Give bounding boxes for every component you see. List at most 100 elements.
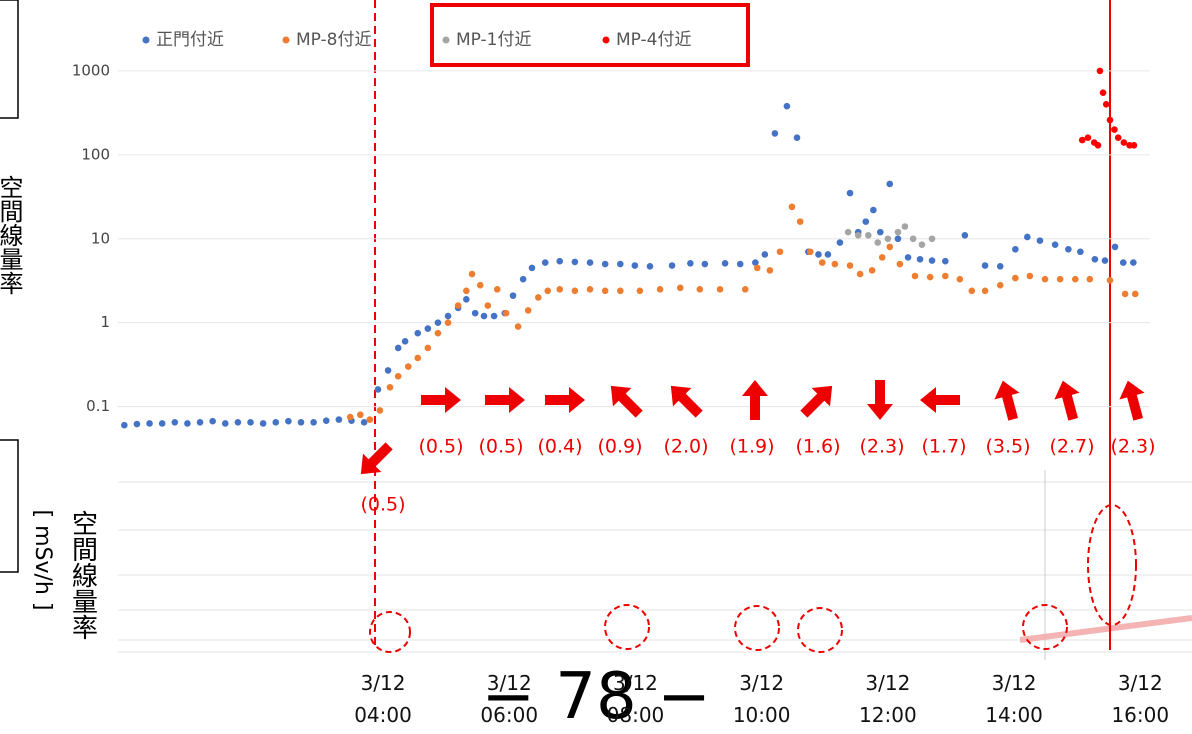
- point: [209, 418, 216, 425]
- wind-arrow: [485, 387, 525, 413]
- point: [1100, 89, 1107, 96]
- point: [957, 276, 964, 283]
- point: [905, 254, 912, 261]
- point: [837, 239, 844, 246]
- x-tick-label: 3/12 08:00: [602, 667, 668, 731]
- point: [870, 207, 877, 214]
- point: [862, 218, 869, 225]
- point: [515, 323, 522, 330]
- point: [1027, 273, 1034, 280]
- point: [298, 419, 305, 426]
- point: [405, 363, 412, 370]
- point: [491, 313, 498, 320]
- frame: [0, 0, 18, 118]
- chart: 空間線量率 空間線量率 [ mSv/h ] 0.11101001000正門付近M…: [0, 0, 1192, 733]
- point: [260, 420, 267, 427]
- point: [484, 302, 491, 309]
- unit-label: [ mSv/h ]: [30, 510, 55, 611]
- point: [722, 260, 729, 267]
- y-tick-label: 0.1: [86, 397, 110, 415]
- point: [717, 286, 724, 293]
- point: [602, 287, 609, 294]
- x-tick-label: 3/12 16:00: [1107, 667, 1173, 731]
- point: [917, 256, 924, 263]
- point: [235, 419, 242, 426]
- point: [1087, 276, 1094, 283]
- point: [1111, 126, 1118, 133]
- point: [794, 134, 801, 141]
- wind-arrow: [1115, 377, 1150, 422]
- point: [556, 258, 563, 265]
- point: [942, 258, 949, 265]
- point: [121, 422, 128, 429]
- wind-label: (0.5): [418, 436, 463, 458]
- point: [1072, 276, 1079, 283]
- point: [815, 251, 822, 258]
- point: [542, 259, 549, 266]
- point: [1097, 68, 1104, 75]
- point: [1052, 241, 1059, 248]
- x-tick-label: 3/12 12:00: [855, 667, 921, 731]
- point: [572, 259, 579, 266]
- point: [807, 248, 814, 255]
- point: [825, 251, 832, 258]
- point: [857, 271, 864, 278]
- wind-label: (0.9): [597, 436, 642, 458]
- point: [377, 407, 384, 414]
- legend-label: 正門付近: [156, 30, 224, 50]
- legend-marker: [443, 37, 450, 44]
- point: [997, 282, 1004, 289]
- point: [323, 417, 330, 424]
- point: [310, 419, 317, 426]
- point: [847, 262, 854, 269]
- point: [361, 419, 368, 426]
- point: [687, 260, 694, 267]
- point: [737, 261, 744, 268]
- y-axis-label: 空間線量率: [0, 175, 23, 295]
- point: [897, 261, 904, 268]
- point: [455, 302, 462, 309]
- point: [767, 267, 774, 274]
- point: [886, 181, 893, 188]
- point: [414, 355, 421, 362]
- highlight-circles: [370, 505, 1136, 652]
- point: [469, 271, 476, 278]
- point: [1107, 117, 1114, 124]
- y-tick-label: 100: [81, 145, 110, 163]
- x-tick-label: 3/12 04:00: [350, 667, 416, 731]
- wind-arrow: [421, 387, 461, 413]
- point: [472, 310, 479, 317]
- y-axis-label: 空間線量率: [68, 510, 98, 640]
- point: [366, 416, 373, 423]
- point: [184, 420, 191, 427]
- point: [874, 239, 881, 246]
- wind-label: (1.9): [729, 436, 774, 458]
- point: [1121, 139, 1128, 146]
- point: [697, 286, 704, 293]
- point: [762, 251, 769, 258]
- point: [285, 418, 292, 425]
- point: [1012, 275, 1019, 282]
- legend-marker: [143, 37, 150, 44]
- point: [1102, 257, 1109, 264]
- point: [1132, 291, 1139, 298]
- point: [1112, 244, 1119, 251]
- point: [587, 286, 594, 293]
- wind-label: (3.5): [985, 436, 1030, 458]
- point: [445, 319, 452, 326]
- point: [159, 420, 166, 427]
- y-tick-label: 10: [91, 229, 110, 247]
- wind-label: (1.6): [795, 436, 840, 458]
- point: [617, 261, 624, 268]
- wind-label: (2.0): [663, 436, 708, 458]
- point: [494, 286, 501, 293]
- point: [134, 421, 141, 428]
- x-tick-label: 3/12 14:00: [981, 667, 1047, 731]
- point: [1085, 134, 1092, 141]
- point: [336, 416, 343, 423]
- point: [525, 307, 532, 314]
- point: [702, 261, 709, 268]
- point: [929, 235, 936, 242]
- point: [435, 330, 442, 337]
- point: [529, 265, 536, 272]
